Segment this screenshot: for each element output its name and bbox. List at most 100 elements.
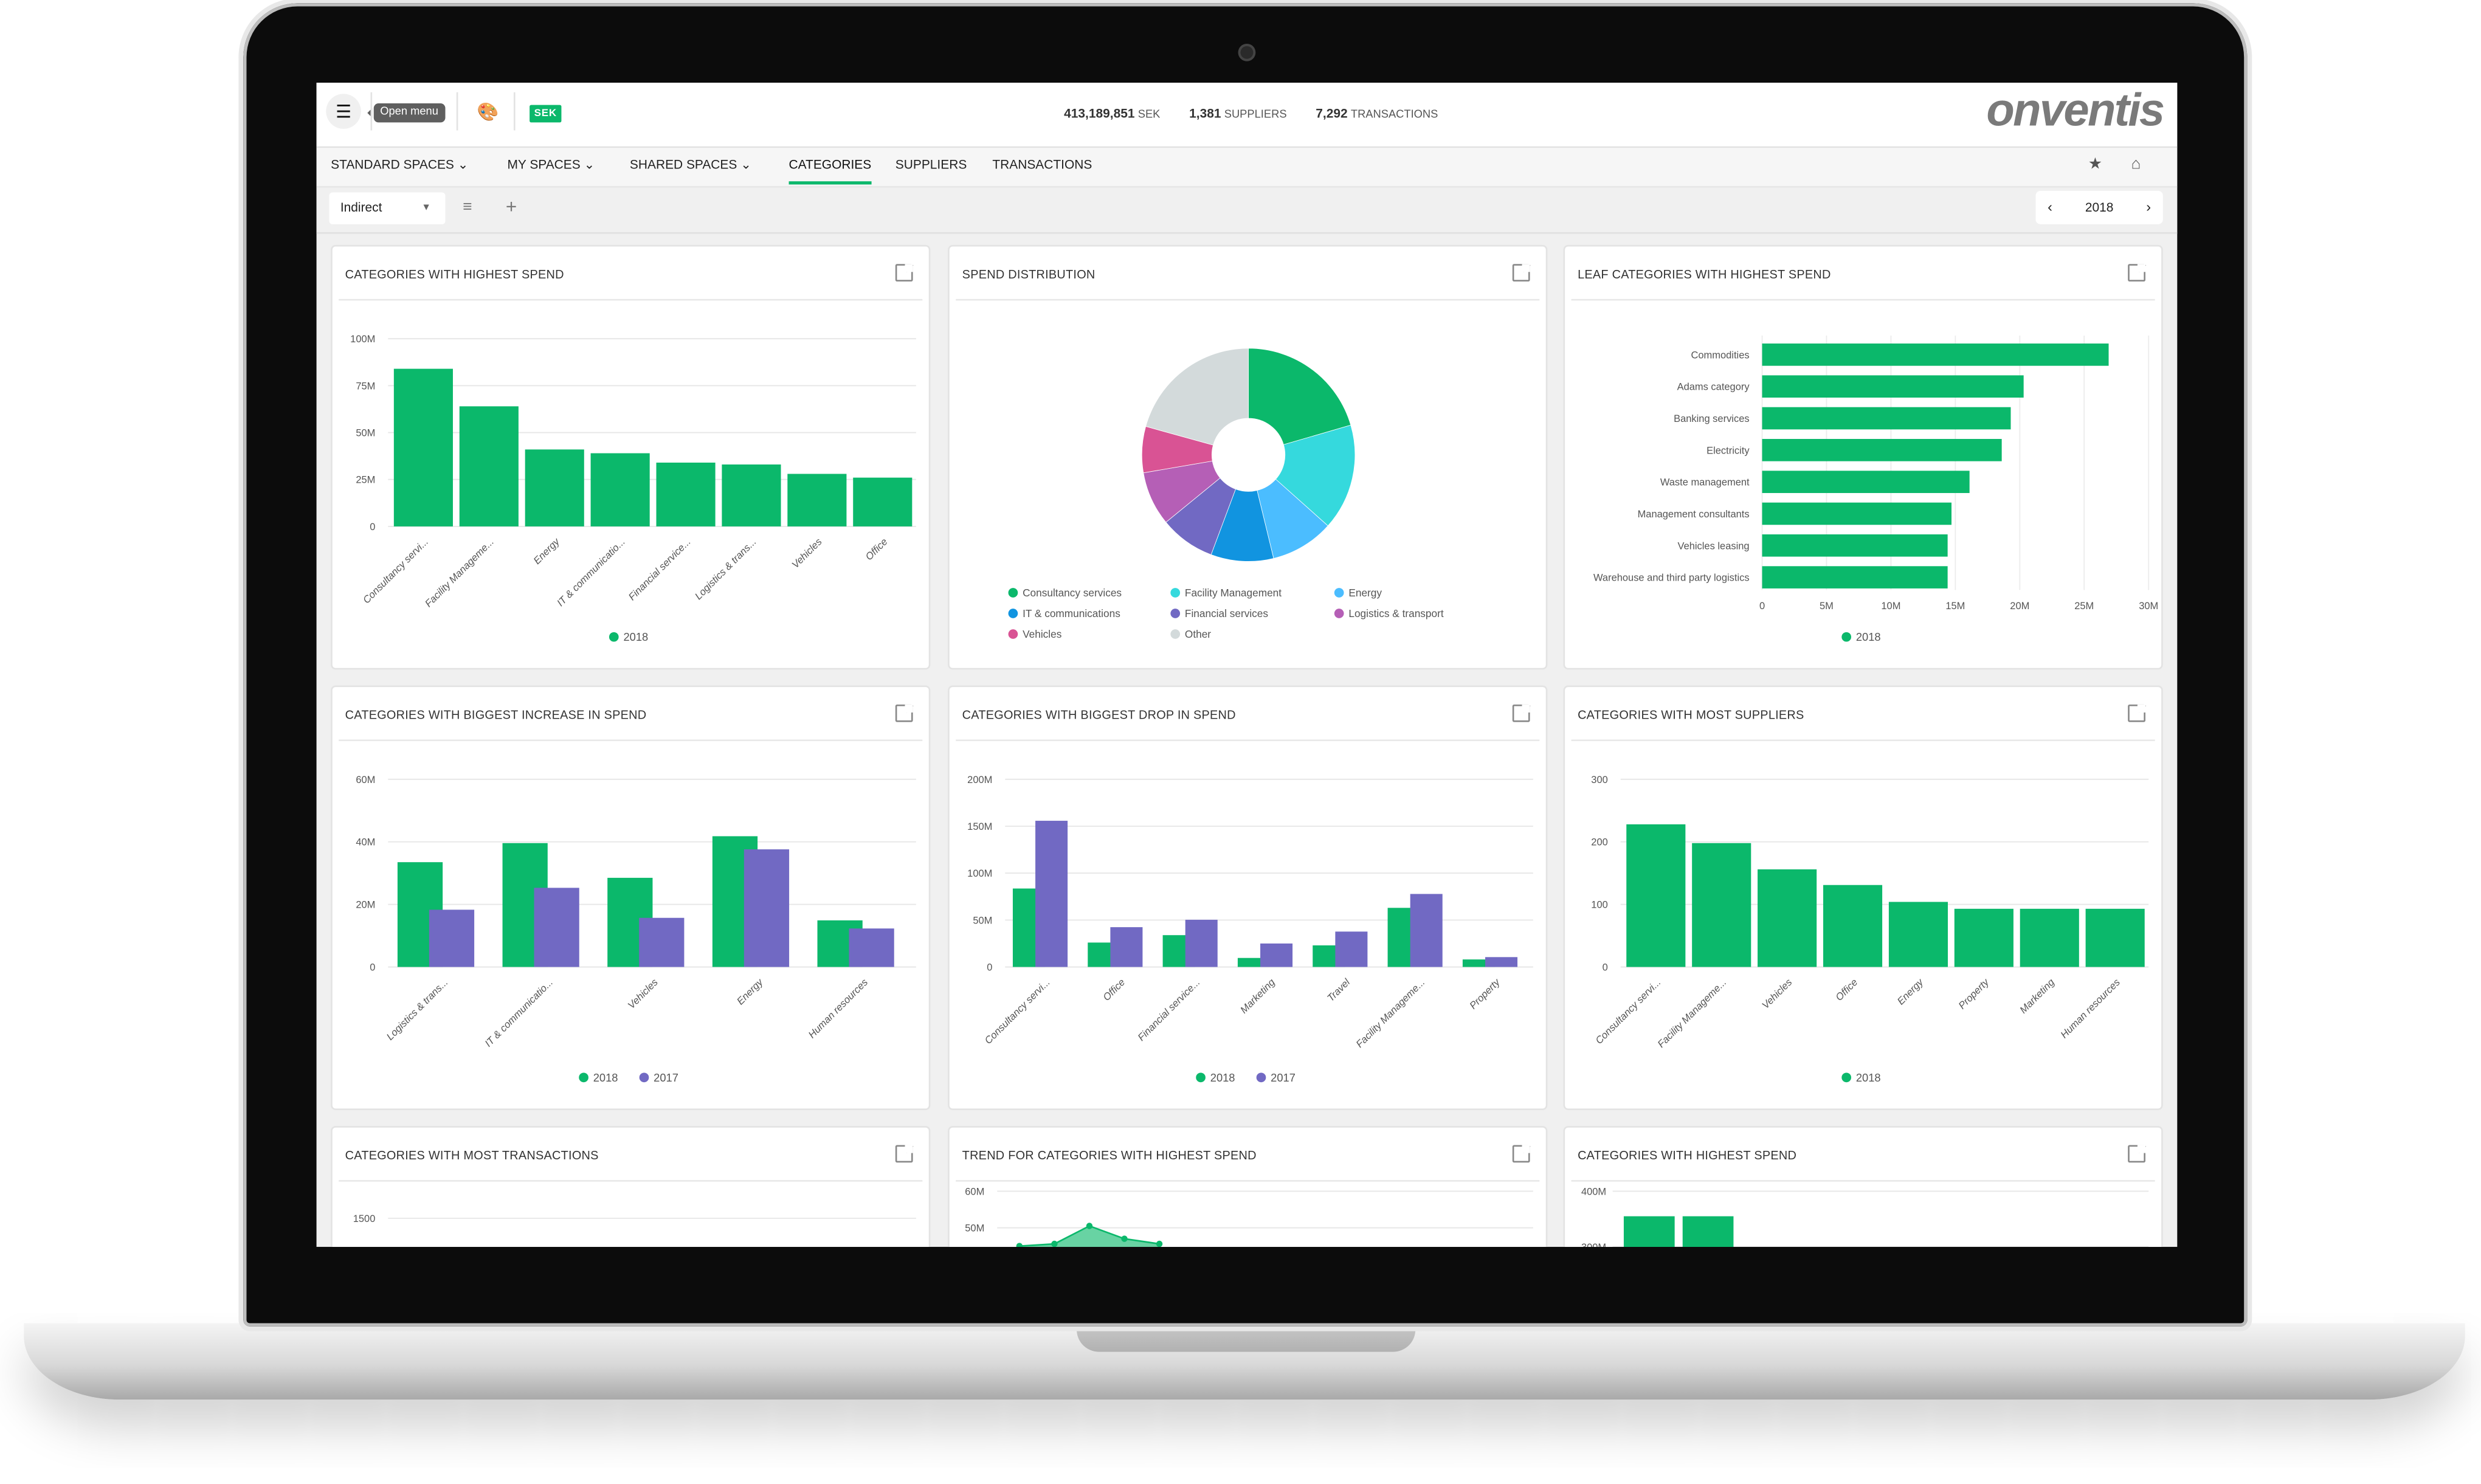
widget-title: CATEGORIES WITH HIGHEST SPEND: [1578, 1148, 1797, 1163]
widget-title: CATEGORIES WITH HIGHEST SPEND: [345, 267, 564, 282]
bar-2017: [1485, 957, 1518, 967]
x-tick-label: Consultancy servi...: [1593, 977, 1663, 1046]
legend-label: 2018: [1856, 630, 1881, 643]
prev-year-button[interactable]: ‹: [2048, 199, 2052, 215]
bar-2017: [744, 849, 790, 967]
y-tick-label: 50M: [965, 1223, 984, 1234]
caret-down-icon: ▼: [421, 203, 431, 213]
hamburger-icon: ☰: [336, 102, 351, 122]
widget-title: CATEGORIES WITH BIGGEST INCREASE IN SPEN…: [345, 708, 647, 722]
open-external-icon[interactable]: [2128, 704, 2146, 722]
legend-marker: [1196, 1072, 1206, 1083]
bar: [722, 464, 781, 526]
x-tick-label: Consultancy servi...: [361, 536, 430, 606]
bar: [1762, 407, 2011, 430]
divider: [339, 739, 923, 742]
chart: 400M 300M: [1581, 1186, 2149, 1247]
open-external-icon[interactable]: [895, 1145, 914, 1163]
y-tick-label: 60M: [356, 775, 375, 785]
add-icon[interactable]: +: [505, 195, 517, 218]
bar-2017: [1260, 943, 1293, 967]
nav-my-spaces[interactable]: MY SPACES ⌄: [507, 157, 595, 172]
legend-label: Financial services: [1185, 607, 1268, 619]
legend-label: IT & communications: [1023, 607, 1120, 619]
chevron-down-icon: ⌄: [457, 157, 469, 172]
bar: [1623, 1216, 1675, 1247]
chart: 0 100 200 300 Consultancy servi...Facility M…: [1591, 775, 2149, 1084]
data-point: [1086, 1223, 1093, 1229]
widget-card: CATEGORIES WITH HIGHEST SPEND 0 25M 50M 75M 1…: [331, 244, 931, 670]
bar-2017: [1185, 919, 1218, 967]
legend-label: 2018: [1210, 1071, 1235, 1084]
x-tick-label: 5M: [1820, 601, 1834, 612]
selected-value: Indirect: [340, 200, 382, 215]
transactions-unit: TRANSACTIONS: [1350, 109, 1438, 121]
x-tick-label: IT & communicatio...: [555, 536, 627, 609]
x-tick-label: Energy: [531, 536, 562, 567]
app-screen: ☰ Open menu 🎨 SEK 413,189,851 SEK 1,381 SU…: [316, 83, 2178, 1247]
widget-title: CATEGORIES WITH BIGGEST DROP IN SPEND: [962, 708, 1236, 722]
transactions-value: 7,292: [1316, 106, 1348, 121]
nav-suppliers[interactable]: SUPPLIERS: [895, 157, 967, 172]
open-external-icon[interactable]: [2128, 1145, 2146, 1163]
chart: Consultancy services Facility Management E…: [1008, 348, 1444, 640]
x-tick-label: Vehicles: [790, 536, 824, 570]
open-external-icon[interactable]: [895, 264, 914, 282]
bar: [1954, 908, 2013, 967]
y-tick-label: Management consultants: [1638, 509, 1750, 520]
nav-categories[interactable]: CATEGORIES: [788, 157, 872, 185]
bar: [1823, 885, 1883, 967]
year-value: 2018: [2085, 200, 2114, 215]
onventis-logo: onventis: [1986, 86, 2165, 137]
open-external-icon[interactable]: [1512, 264, 1531, 282]
palette-icon[interactable]: 🎨: [477, 103, 499, 123]
open-external-icon[interactable]: [895, 704, 914, 722]
x-tick-label: Travel: [1325, 976, 1353, 1004]
x-tick-label: Human resources: [807, 977, 871, 1041]
menu-button[interactable]: ☰: [326, 94, 361, 129]
widget-title: CATEGORIES WITH MOST SUPPLIERS: [1578, 708, 1804, 722]
x-tick-label: Logistics & trans...: [693, 536, 759, 602]
nav-transactions[interactable]: TRANSACTIONS: [992, 157, 1092, 172]
x-tick-label: 20M: [2010, 601, 2029, 612]
y-tick-label: 0: [370, 962, 375, 973]
suppliers-unit: SUPPLIERS: [1224, 109, 1287, 121]
currency-badge[interactable]: SEK: [530, 105, 562, 123]
legend-label: 2018: [1856, 1071, 1881, 1084]
bar: [1682, 1216, 1734, 1247]
open-external-icon[interactable]: [1512, 1145, 1531, 1163]
next-year-button[interactable]: ›: [2146, 199, 2151, 215]
x-tick-label: Property: [1468, 976, 1503, 1012]
pie-slice: [1145, 348, 1249, 446]
open-external-icon[interactable]: [2128, 264, 2146, 282]
home-icon[interactable]: ⌂: [2131, 156, 2141, 174]
data-point: [1016, 1243, 1023, 1247]
chart: 0 20M 40M 60M Logistics & trans... IT & commu…: [356, 775, 916, 1084]
y-tick-label: 60M: [965, 1186, 984, 1197]
nav-standard-spaces[interactable]: STANDARD SPACES ⌄: [331, 157, 469, 172]
x-tick-label: Vehicles: [1760, 977, 1794, 1011]
legend-marker: [1008, 609, 1018, 618]
divider: [1571, 299, 2155, 301]
y-tick-label: Warehouse and third party logistics: [1593, 573, 1750, 584]
legend-label: 2017: [654, 1071, 678, 1084]
star-icon[interactable]: ★: [2088, 156, 2103, 174]
y-tick-label: 20M: [356, 900, 375, 911]
bar-2017: [1035, 821, 1068, 967]
open-external-icon[interactable]: [1512, 704, 1531, 722]
data-point: [1051, 1240, 1058, 1247]
y-tick-label: Commodities: [1691, 350, 1749, 361]
legend-marker: [1170, 609, 1181, 618]
y-tick-label: 200: [1591, 837, 1607, 848]
bar: [1762, 502, 1952, 525]
x-tick-label: Human resources: [2058, 977, 2122, 1041]
filter-icon[interactable]: ≡: [463, 199, 472, 216]
y-tick-label: 0: [370, 522, 375, 533]
chart: 60M 50M: [965, 1186, 1533, 1247]
spend-type-select[interactable]: Indirect ▼: [329, 192, 446, 224]
y-tick-label: 300M: [1581, 1242, 1606, 1247]
bar: [1758, 869, 1817, 967]
x-tick-label: Facility Manageme...: [1354, 977, 1427, 1050]
nav-shared-spaces[interactable]: SHARED SPACES ⌄: [629, 157, 751, 172]
widget-card: CATEGORIES WITH HIGHEST SPEND 400M 300M: [1563, 1126, 2163, 1247]
